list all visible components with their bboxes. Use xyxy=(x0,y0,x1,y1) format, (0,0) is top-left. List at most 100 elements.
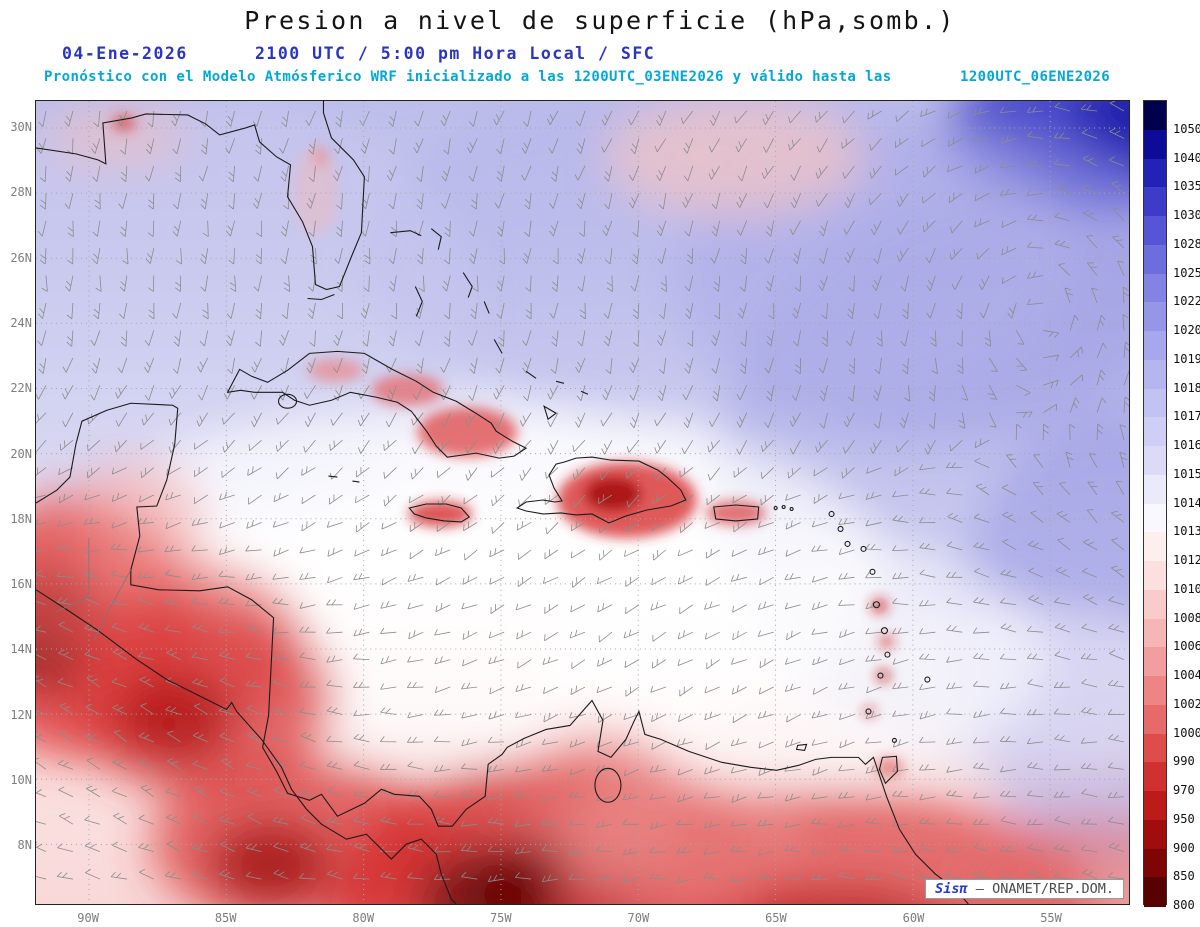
coast-antillas-menores xyxy=(877,672,884,679)
attribution-source: ONAMET/REP.DOM. xyxy=(992,881,1114,897)
lat-tick-label: 12N xyxy=(10,707,32,722)
forecast-date: 04-Ene-2026 xyxy=(62,44,188,63)
colorbar-segment xyxy=(1144,676,1166,706)
coast-tobago xyxy=(891,737,897,743)
pressure-map-svg xyxy=(36,101,1129,904)
colorbar-tick-label: 1040 xyxy=(1173,150,1200,165)
lon-tick-label: 60W xyxy=(902,911,925,925)
colorbar-tick-label: 1006 xyxy=(1173,639,1200,654)
wind-barbs xyxy=(36,101,1129,883)
wind-barb-glyphs xyxy=(36,101,1129,883)
coast-hispaniola xyxy=(515,456,687,524)
colorbar-tick-label: 1016 xyxy=(1173,438,1200,452)
coast-caiman xyxy=(328,475,360,483)
lat-tick-label: 8N xyxy=(17,838,32,853)
colorbar-segment xyxy=(1144,618,1166,648)
lon-tick-label: 90W xyxy=(77,911,99,925)
colorbar-segment xyxy=(1144,158,1166,188)
coast-islas-virgenes xyxy=(789,506,794,512)
lon-tick-label: 65W xyxy=(765,911,787,925)
lon-tick-label: 75W xyxy=(489,911,512,925)
colorbar-segment xyxy=(1144,474,1166,504)
coast-antillas-menores xyxy=(837,525,844,532)
coast-bahamas-5 xyxy=(483,301,490,314)
coast-jamaica xyxy=(408,503,471,523)
attribution-separator: – xyxy=(975,881,984,897)
lat-tick-label: 20N xyxy=(10,446,32,461)
colorbar-segment xyxy=(1144,417,1166,447)
colorbar-tick-label: 1010 xyxy=(1173,581,1200,596)
lat-tick-label: 18N xyxy=(10,511,32,526)
coast-cuba xyxy=(226,350,528,459)
coast-antillas-menores xyxy=(828,510,835,518)
pressure-map-area: Sisπ – ONAMET/REP.DOM. xyxy=(35,100,1130,905)
coast-bahamas-2 xyxy=(430,228,442,250)
coast-islas-virgenes xyxy=(773,505,778,511)
colorbar-segment xyxy=(1144,791,1166,821)
pressure-shading-features xyxy=(36,101,1129,904)
colorbar-segment xyxy=(1144,704,1166,734)
colorbar-segment xyxy=(1144,647,1166,677)
colorbar-segment xyxy=(1144,733,1166,763)
coast-puerto-rico xyxy=(713,504,760,522)
sispi-logo: Sisπ xyxy=(935,881,968,897)
coast-antillas-menores xyxy=(865,708,872,715)
lon-tick-label: 55W xyxy=(1040,911,1062,925)
coast-barbados xyxy=(924,676,931,683)
colorbar-tick-label: 1035 xyxy=(1173,179,1200,194)
colorbar-tick-label: 1012 xyxy=(1173,553,1200,567)
colorbar-segment xyxy=(1144,129,1166,159)
lon-tick-label: 70W xyxy=(627,911,650,925)
lat-tick-label: 16N xyxy=(10,577,32,592)
colorbar-tick-label: 850 xyxy=(1173,869,1195,884)
coastlines xyxy=(36,101,969,904)
colorbar-segment xyxy=(1144,561,1166,591)
colorbar-tick-label: 1018 xyxy=(1173,380,1200,395)
colorbar-tick-label: 1050 xyxy=(1173,121,1200,136)
chart-title: Presion a nivel de superficie (hPa,somb.… xyxy=(244,6,956,35)
colorbar-tick-label: 1002 xyxy=(1173,696,1200,711)
colorbar-tick-label: 950 xyxy=(1173,811,1195,826)
colorbar-segment xyxy=(1144,187,1166,217)
model-init-line: Pronóstico con el Modelo Atmósferico WRF… xyxy=(44,69,892,85)
colorbar-segment xyxy=(1144,101,1166,131)
coast-florida-keys xyxy=(307,294,335,301)
colorbar-tick-label: 1004 xyxy=(1173,668,1200,682)
colorbar-tick-label: 1030 xyxy=(1173,208,1200,222)
colorbar-segment xyxy=(1144,388,1166,418)
colorbar-segment xyxy=(1144,819,1166,849)
attribution-box: Sisπ – ONAMET/REP.DOM. xyxy=(925,879,1124,899)
coast-bahamas-4 xyxy=(462,272,473,298)
coast-antillas-menores xyxy=(869,568,876,575)
coast-bahamas-6 xyxy=(493,339,503,354)
colorbar-segment xyxy=(1144,848,1166,878)
coast-isla-juventud xyxy=(278,393,298,409)
colorbar-tick-label: 1014 xyxy=(1173,495,1200,510)
colorbar-tick-label: 970 xyxy=(1173,783,1195,797)
colorbar-tick-label: 1019 xyxy=(1173,351,1200,366)
forecast-valid-time: 2100 UTC / 5:00 pm Hora Local / SFC xyxy=(255,44,656,63)
coast-turks xyxy=(580,390,589,395)
colorbar-segment xyxy=(1144,589,1166,619)
lat-tick-label: 30N xyxy=(10,120,32,135)
colorbar-tick-label: 1013 xyxy=(1173,524,1200,539)
colorbar-tick-label: 990 xyxy=(1173,754,1195,769)
colorbar-segment xyxy=(1144,216,1166,246)
coast-islas-virgenes xyxy=(781,504,786,510)
colorbar-tick-label: 800 xyxy=(1173,898,1195,912)
colorbar-tick-label: 1015 xyxy=(1173,466,1200,481)
coast-pacifico xyxy=(36,589,457,904)
country-borders xyxy=(55,537,132,640)
colorbar-tick-label: 1000 xyxy=(1173,725,1200,740)
lon-tick-label: 80W xyxy=(352,911,375,925)
colorbar-tick-label: 900 xyxy=(1173,840,1195,855)
colorbar-tick-label: 1025 xyxy=(1173,265,1200,280)
coast-antillas-menores xyxy=(844,540,851,547)
colorbar-tick-label: 1028 xyxy=(1173,236,1200,251)
coast-antillas-menores xyxy=(880,627,888,635)
coast-bahamas-3 xyxy=(414,286,423,317)
colorbar-tick-label: 1020 xyxy=(1173,323,1200,337)
colorbar-tick-label: 1008 xyxy=(1173,610,1200,625)
colorbar xyxy=(1143,100,1167,907)
lat-tick-label: 28N xyxy=(10,185,32,200)
